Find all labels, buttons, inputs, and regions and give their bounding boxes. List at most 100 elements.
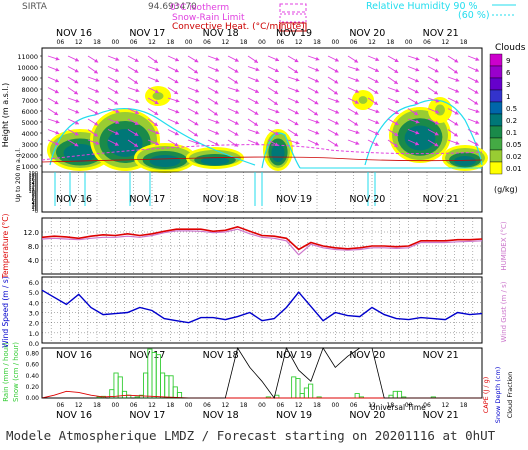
wind-arrow-head-7-19 xyxy=(434,131,439,136)
wind-arrow-head-5-16 xyxy=(375,109,380,114)
precip-ytick-0.2: 0.20 xyxy=(26,384,40,391)
wind-arrow-head-7-0 xyxy=(55,130,60,135)
wind-arrow-head-0-3 xyxy=(115,57,120,61)
cloud-ytick-1000: 1000 xyxy=(21,163,38,171)
cloud-top-hour-2-2: 18 xyxy=(240,39,248,46)
wind-arrow-head-2-1 xyxy=(74,79,79,84)
wind-ytick-6: 6.0 xyxy=(29,279,39,287)
wind-arrow-head-4-21 xyxy=(474,100,479,105)
legend-snowrain-swatch xyxy=(279,13,307,23)
temp-series-0 xyxy=(41,225,483,251)
wind-arrow-head-8-1 xyxy=(74,142,79,147)
colorbar-swatch-2 xyxy=(489,77,503,91)
wind-arrow-head-1-8 xyxy=(215,67,220,72)
precip-ytick-0.8: 0.80 xyxy=(26,351,40,358)
precip-bottom-hour-4-3: 00 xyxy=(405,402,413,409)
cloud-bottom-day-3: NOV 19 xyxy=(276,194,312,205)
precip-bottom-hour-3-0: 06 xyxy=(277,402,285,409)
precip-bottom-day-5: NOV 21 xyxy=(423,410,459,421)
wind-arrow-head-2-13 xyxy=(314,78,319,83)
cloud-top-hour-0-0: 06 xyxy=(57,39,65,46)
legend-snowrain-label: Snow-Rain Limit xyxy=(172,13,245,23)
wind-arrow-head-8-9 xyxy=(234,142,239,147)
wind-arrow-head-6-9 xyxy=(234,121,239,125)
wind-arrow-head-3-11 xyxy=(274,90,279,94)
wind-arrow-head-5-3 xyxy=(115,109,120,114)
cloud-ytick-4000: 4000 xyxy=(21,130,38,138)
precip-bottom-hour-0-0: 06 xyxy=(57,402,65,409)
wind-arrow-head-0-7 xyxy=(194,58,199,63)
wind-arrow-head-5-20 xyxy=(454,110,459,115)
wind-arrow-head-7-3 xyxy=(114,131,119,135)
wind-ytick-4: 4.0 xyxy=(29,299,39,307)
cloud-lower-tick-150: 150 xyxy=(28,179,38,185)
cloud-bottom-day-0: NOV 16 xyxy=(56,194,92,205)
wind-arrow-head-4-2 xyxy=(94,99,99,104)
colorbar-swatch-8 xyxy=(489,149,503,163)
wind-arrow-head-1-6 xyxy=(174,68,179,73)
wind-arrow-head-3-20 xyxy=(455,88,460,93)
wind-arrow-head-7-5 xyxy=(155,130,160,135)
wind-arrow-head-8-21 xyxy=(474,142,479,146)
wind-arrow-head-2-21 xyxy=(474,79,479,83)
cloud-top-hour-3-1: 12 xyxy=(295,39,303,46)
wind-arrow-head-0-19 xyxy=(434,57,439,62)
wind-arrow-head-0-2 xyxy=(94,58,99,63)
cloud-top-day-4: NOV 20 xyxy=(349,28,385,39)
colorbar-level-4: 0.5 xyxy=(506,105,517,113)
cloud-lower-tick-170: 170 xyxy=(28,175,38,181)
precip-bottom-hour-3-2: 18 xyxy=(313,402,321,409)
precip-bottom-hour-0-2: 18 xyxy=(93,402,101,409)
wind-arrow-head-7-11 xyxy=(274,131,279,136)
wind-arrow-head-3-2 xyxy=(95,88,100,93)
wind-arrow-head-2-9 xyxy=(234,79,239,84)
wind-arrow-head-4-3 xyxy=(114,100,119,105)
cloud-bottom-day-5: NOV 21 xyxy=(423,194,459,205)
wind-arrow-head-1-9 xyxy=(234,69,239,73)
wind-arrow-head-6-17 xyxy=(394,121,399,125)
cloud-top-hour-3-0: 06 xyxy=(277,39,285,46)
cloud-top-hour-3-3: 00 xyxy=(332,39,340,46)
wind-arrow-head-1-12 xyxy=(294,69,299,74)
cloud-ytick-11000: 11000 xyxy=(17,53,38,61)
cloud-ytick-10000: 10000 xyxy=(17,64,38,72)
rain-bar-19 xyxy=(121,390,128,399)
wind-arrow-head-1-15 xyxy=(355,67,360,72)
cloud-ylabel: Height (m a.s.l.) xyxy=(1,83,10,148)
wind-arrow-head-4-6 xyxy=(175,98,180,103)
wind-arrow-head-8-8 xyxy=(214,141,219,146)
precip-bottom-hour-5-2: 18 xyxy=(460,402,468,409)
cloud-blob-core-3 xyxy=(152,92,164,100)
colorbar-level-9: 0.01 xyxy=(506,165,522,173)
wind-arrow-head-7-10 xyxy=(255,130,260,135)
wind-arrow-head-2-2 xyxy=(95,77,100,82)
wind-arrow-head-3-8 xyxy=(214,89,219,94)
wind-arrow-head-1-11 xyxy=(274,68,279,73)
precip-bottom-hour-4-1: 12 xyxy=(368,402,376,409)
wind-arrow-head-8-0 xyxy=(54,141,59,146)
cloud-blob-core-6 xyxy=(358,96,368,104)
cloud-top-hour-4-3: 00 xyxy=(405,39,413,46)
wind-arrow-head-3-15 xyxy=(354,89,359,93)
cloud-top-hour-0-2: 18 xyxy=(93,39,101,46)
cloud-top-hour-5-1: 12 xyxy=(442,39,450,46)
wind-arrow-head-1-19 xyxy=(434,68,439,73)
cloud-ytick-9000: 9000 xyxy=(21,75,38,83)
wind-arrow-head-7-16 xyxy=(374,131,379,135)
colorbar-swatch-0 xyxy=(489,53,503,67)
colorbar-level-5: 0.2 xyxy=(506,117,517,125)
cloud-lower-tick-180: 180 xyxy=(28,173,38,179)
wind-arrow-head-3-13 xyxy=(314,89,319,94)
wind-arrow-head-4-11 xyxy=(273,101,278,105)
cloud-top-hour-0-1: 12 xyxy=(75,39,83,46)
wind-arrow-head-1-4 xyxy=(134,69,139,73)
temp-ytick-4: 4.0 xyxy=(28,257,39,265)
cloud-blob-dark-5 xyxy=(271,144,285,162)
wind-arrow-head-0-16 xyxy=(375,57,380,62)
wind-arrow-head-5-14 xyxy=(335,109,340,114)
legend-convective-swatch xyxy=(279,22,307,32)
precip-bottom-hour-2-2: 18 xyxy=(240,402,248,409)
colorbar-level-3: 1 xyxy=(506,93,510,101)
cloud-ylabel2: Up to 200 m a.g.l. xyxy=(15,148,22,202)
wind-arrow-head-0-4 xyxy=(134,58,139,62)
